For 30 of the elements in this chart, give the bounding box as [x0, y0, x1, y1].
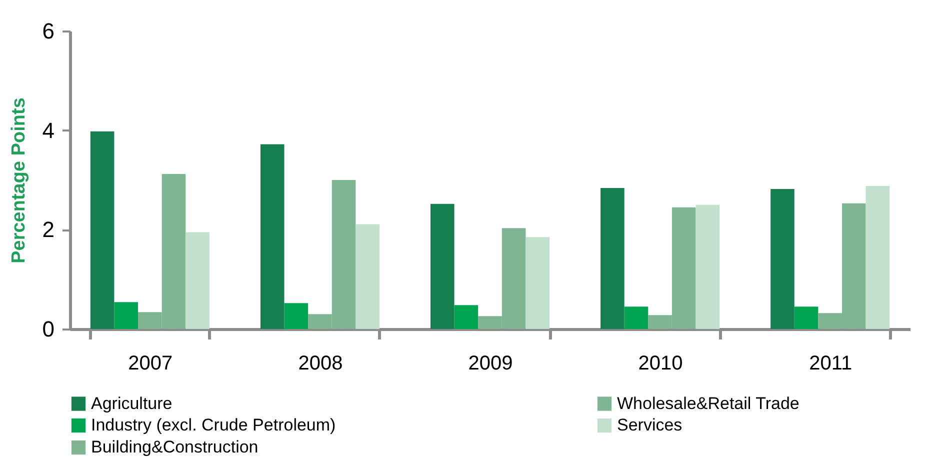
bar [454, 305, 478, 329]
y-tick-label: 0 [42, 316, 54, 342]
bar [284, 303, 308, 329]
x-tick-label: 2009 [468, 352, 513, 374]
x-tick-label: 2008 [298, 352, 343, 374]
y-tick-label: 2 [42, 217, 54, 242]
bar [770, 188, 794, 329]
bar [356, 224, 380, 329]
legend-label: Services [617, 416, 682, 434]
legend-label: Building&Construction [91, 438, 258, 456]
y-tick-label: 4 [42, 118, 54, 143]
bar [866, 186, 890, 329]
legend-label: Agriculture [91, 394, 172, 413]
legend-label: Wholesale&Retail Trade [617, 394, 800, 413]
x-tick-label: 2010 [638, 352, 683, 374]
bar [114, 302, 138, 329]
x-tick-label: 2011 [809, 352, 852, 374]
bar [794, 306, 818, 329]
bar [624, 306, 648, 329]
bar [526, 237, 550, 329]
bar [186, 232, 210, 329]
x-tick-label: 2007 [128, 352, 173, 374]
bar [430, 204, 454, 329]
bar [90, 131, 114, 329]
bar [600, 188, 624, 329]
bar [260, 144, 284, 329]
bar [696, 204, 720, 329]
y-tick-label: 6 [42, 18, 54, 44]
legend-label: Industry (excl. Crude Petroleum) [91, 416, 336, 434]
y-axis-title: Percentage Points [8, 98, 30, 264]
